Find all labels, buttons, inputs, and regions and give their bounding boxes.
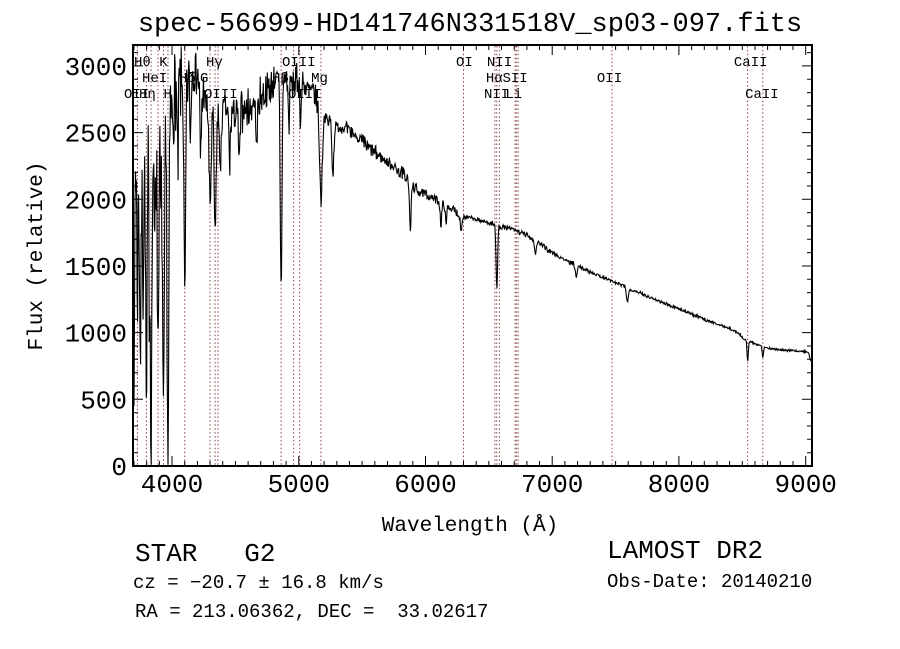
spectral-line-label: HeI bbox=[142, 71, 167, 87]
y-tick-label: 1500 bbox=[65, 253, 127, 283]
spectral-line-label: OI bbox=[456, 55, 473, 71]
y-tick-label: 1000 bbox=[65, 320, 127, 350]
spectral-line-label: OIII bbox=[282, 55, 316, 71]
x-tick-label: 8000 bbox=[648, 470, 710, 500]
plot-frame bbox=[132, 44, 813, 467]
spectral-line-label: Hη bbox=[139, 87, 156, 103]
classification-text: STAR G2 bbox=[135, 539, 276, 569]
spectral-line-label: Hα bbox=[486, 71, 503, 87]
spectral-line-label: Li bbox=[505, 87, 522, 103]
x-tick-label: 4000 bbox=[141, 470, 203, 500]
plot-title: spec-56699-HD141746N331518V_sp03-097.fit… bbox=[138, 10, 802, 40]
x-tick-label: 7000 bbox=[521, 470, 583, 500]
y-tick-label: 2500 bbox=[65, 120, 127, 150]
radial-velocity-text: cz = −20.7 ± 16.8 km/s bbox=[133, 572, 384, 594]
axes-frame bbox=[132, 44, 813, 467]
survey-release-text: LAMOST DR2 bbox=[607, 536, 764, 566]
spectral-line-label: OII bbox=[124, 87, 149, 103]
coordinates-text: RA = 213.06362, DEC = 33.02617 bbox=[135, 601, 489, 623]
spectral-line-label: SII bbox=[503, 71, 528, 87]
y-tick-label: 2000 bbox=[65, 186, 127, 216]
x-tick-label: 6000 bbox=[394, 470, 456, 500]
spectral-line-label: NII bbox=[487, 55, 512, 71]
spectral-line-label: H bbox=[164, 87, 172, 103]
spectral-line-label: CaII bbox=[745, 87, 779, 103]
x-tick-label: 5000 bbox=[268, 470, 330, 500]
y-axis-label: Flux (relative) bbox=[26, 161, 49, 350]
spectral-line-label: OIII bbox=[288, 87, 322, 103]
spectral-line-label: Mg bbox=[311, 71, 328, 87]
y-tick-label: 0 bbox=[111, 453, 127, 483]
x-axis-label: Wavelength (Å) bbox=[382, 515, 558, 538]
spectral-line-label: Hγ bbox=[206, 55, 223, 71]
spectral-line-label: OIII bbox=[204, 87, 238, 103]
spectral-line-label: NII bbox=[484, 87, 509, 103]
spectrum-line bbox=[133, 46, 812, 465]
spectral-line-label: OII bbox=[597, 71, 622, 87]
spectral-line-label: Hθ K bbox=[134, 55, 168, 71]
axis-ticks bbox=[133, 45, 812, 466]
obs-date-text: Obs-Date: 20140210 bbox=[607, 571, 813, 593]
spectral-line-label: G bbox=[200, 71, 208, 87]
y-tick-label: 3000 bbox=[65, 53, 127, 83]
x-tick-label: 9000 bbox=[774, 470, 836, 500]
spectral-line-label: CaII bbox=[734, 55, 768, 71]
tick-labels: 4000 5000 6000 7000 8000 9000 0 500 1000 1500 2000… bbox=[65, 53, 837, 500]
y-tick-label: 500 bbox=[80, 386, 127, 416]
